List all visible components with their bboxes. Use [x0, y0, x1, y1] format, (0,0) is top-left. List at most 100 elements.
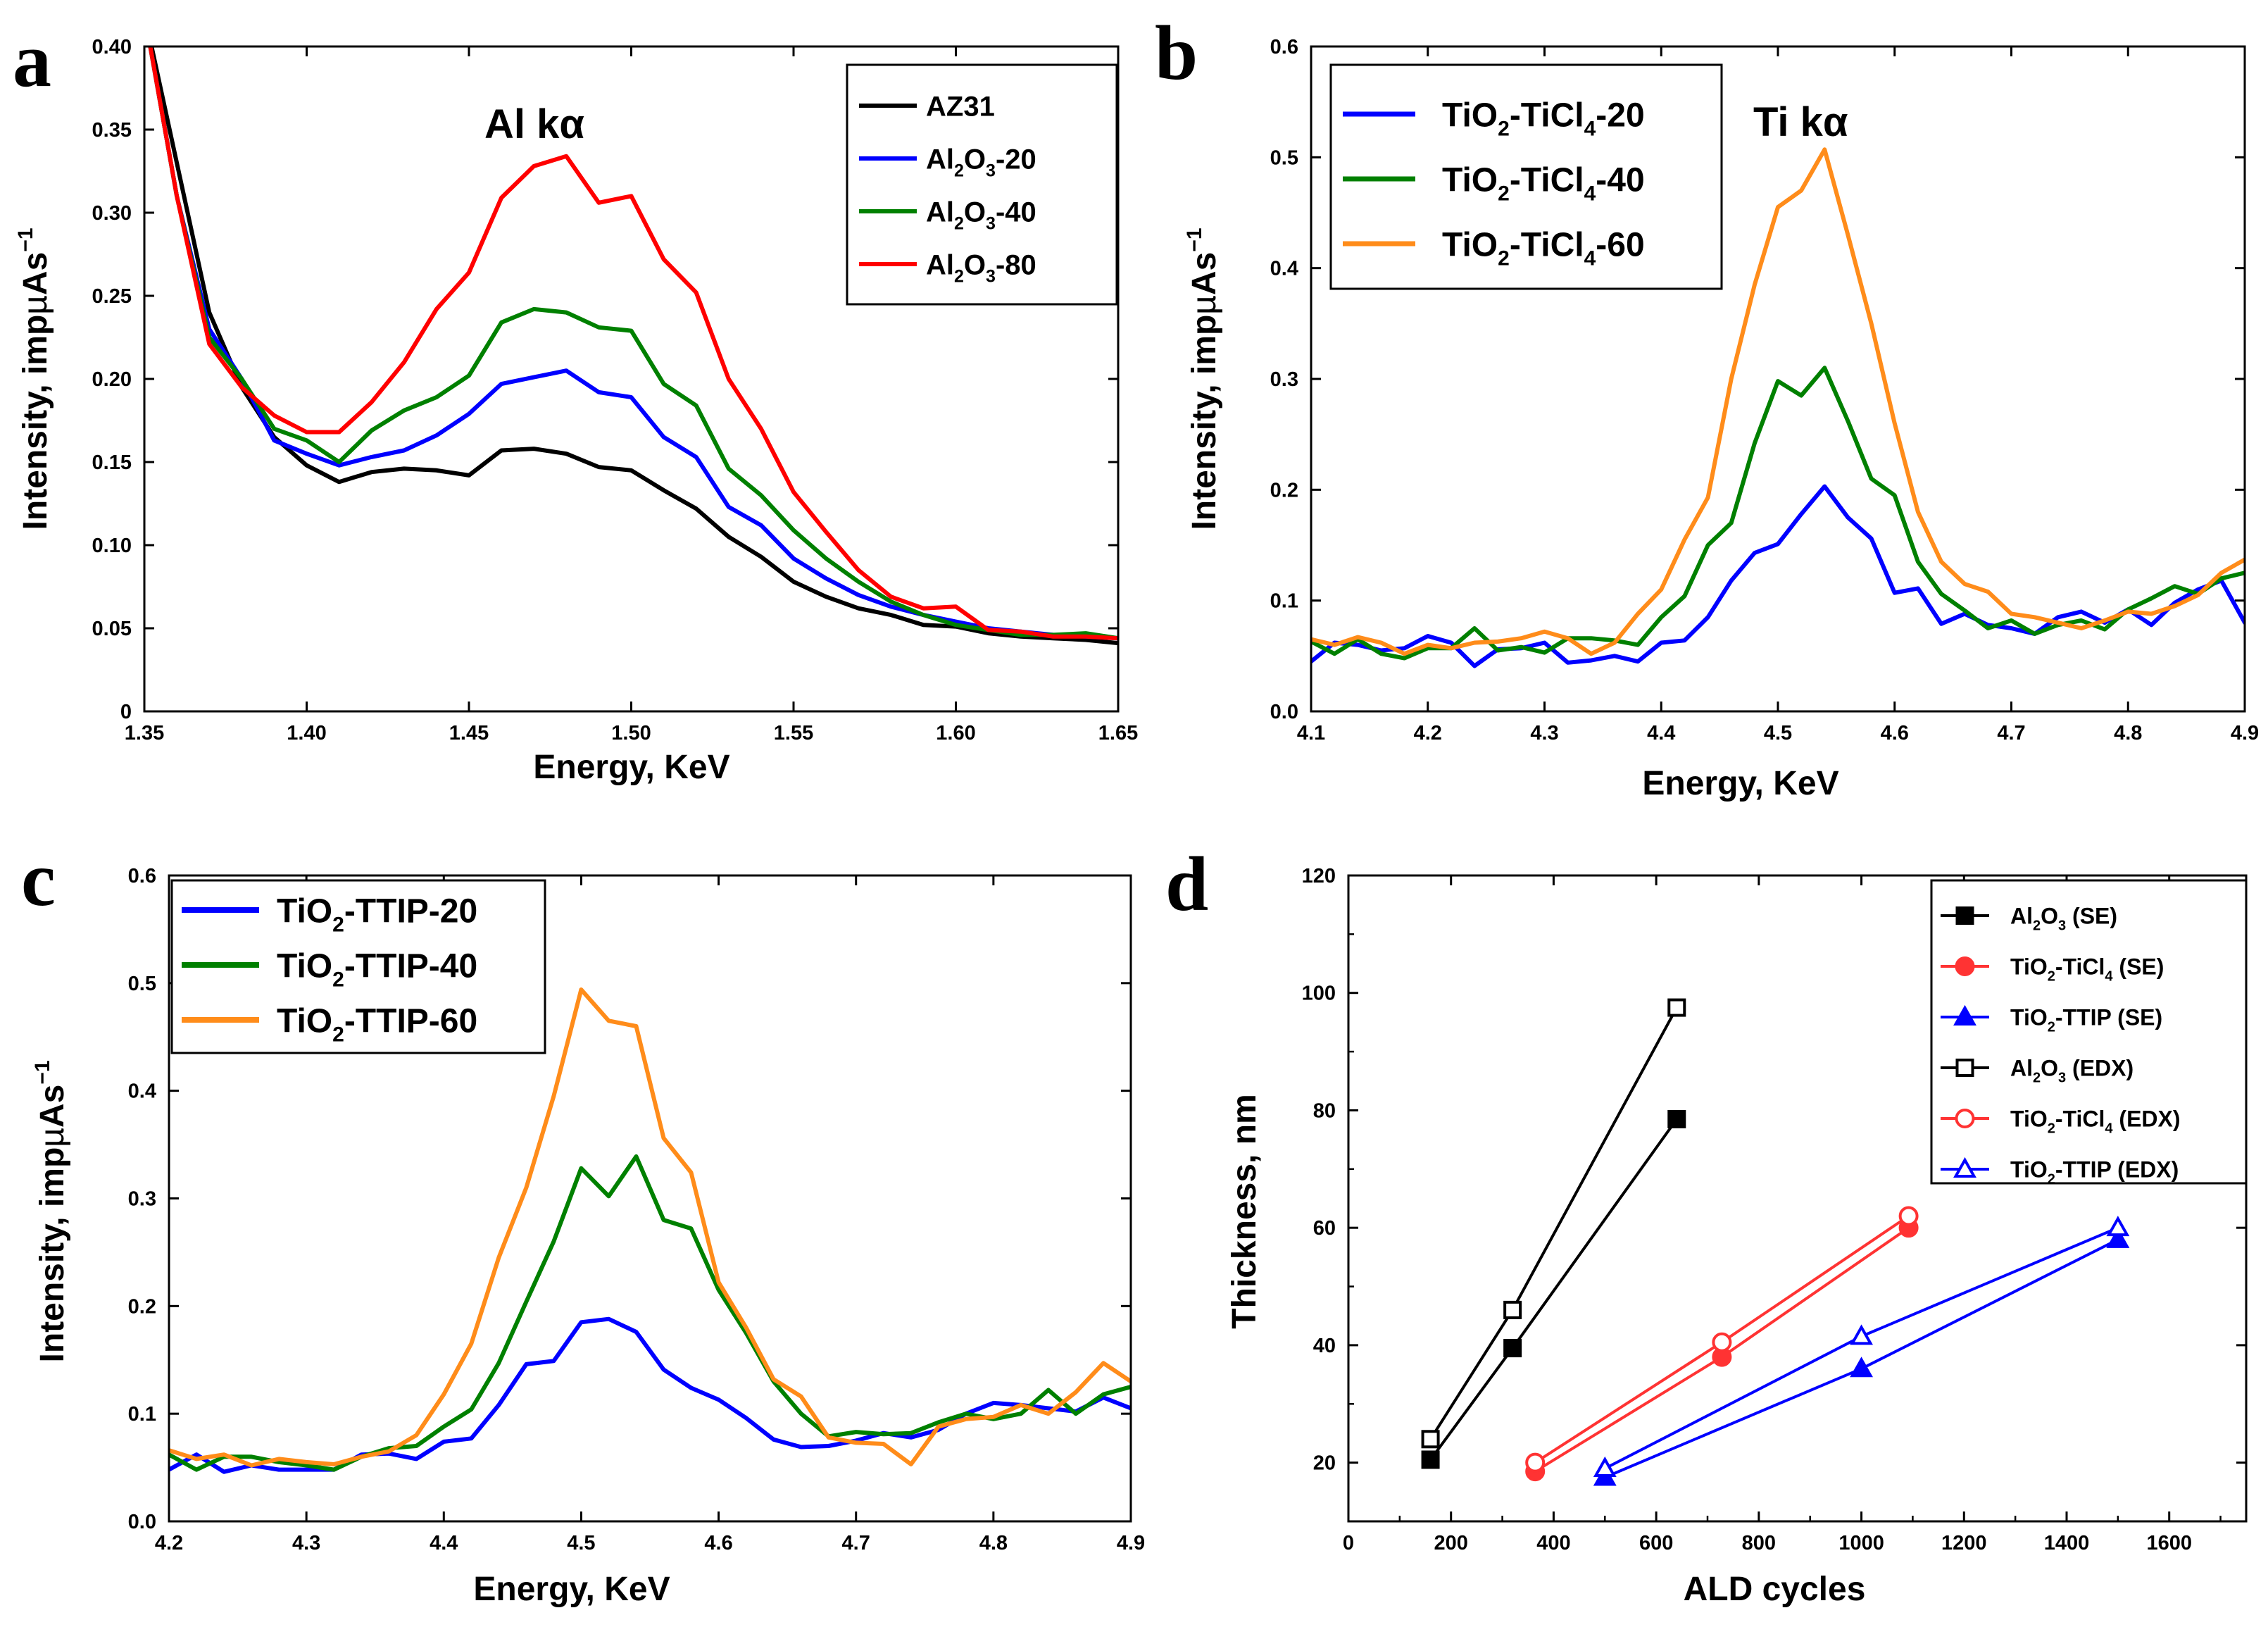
legend-label: Al2O3-20 — [926, 144, 1036, 180]
legend-text-part: -80 — [996, 249, 1036, 280]
data-point-TiO2-TiCl4 (EDX) — [1712, 1332, 1732, 1352]
x-tick-label: 0 — [1343, 1532, 1354, 1554]
legend-text-part: O — [964, 144, 986, 175]
subscript: 4 — [2105, 969, 2113, 985]
subscript: 4 — [1584, 182, 1596, 205]
x-tick-label: 4.6 — [1881, 722, 1909, 744]
y-tick-label: 0.4 — [1270, 258, 1298, 280]
legend-label: TiO2-TiCl4-20 — [1442, 96, 1645, 140]
series-line-TiO2-TiCl4-20 — [1311, 484, 2245, 668]
y-tick-label: 0.2 — [128, 1295, 156, 1318]
legend-text-part: TiO — [2010, 1107, 2048, 1132]
x-tick-label: 1.60 — [936, 722, 975, 744]
legend-marker — [1955, 1059, 1974, 1077]
y-label-superscript: −1 — [31, 1060, 54, 1084]
y-tick-label: 0.1 — [128, 1403, 156, 1426]
subscript: 2 — [332, 968, 344, 991]
y-axis-label: Thickness, nm — [1226, 1094, 1263, 1328]
y-label-superscript: −1 — [14, 227, 37, 251]
legend-text-part: -60 — [1596, 226, 1644, 263]
legend-text-part: -TTIP (EDX) — [2055, 1157, 2179, 1183]
legend-text-part: TiO — [277, 1002, 332, 1040]
x-tick-label: 4.4 — [430, 1532, 458, 1554]
legend-text-part: -TiCl — [1510, 161, 1584, 199]
y-tick-label: 0.15 — [92, 451, 132, 474]
legend-marker — [1955, 956, 1975, 976]
subscript: 2 — [332, 1023, 344, 1046]
y-tick-label: 0.2 — [1270, 479, 1298, 501]
legend-text-part: -40 — [1596, 161, 1644, 199]
x-axis-label: Energy, KeV — [1642, 765, 1838, 802]
legend-marker — [1953, 1004, 1976, 1026]
x-tick-label: 4.8 — [2114, 722, 2142, 744]
panel-label: c — [21, 836, 56, 922]
plot-frame — [1347, 874, 2248, 1523]
x-axis-label: Energy, KeV — [473, 1571, 670, 1608]
legend-text-part: -TTIP-60 — [344, 1002, 477, 1040]
y-tick-label: 0.05 — [92, 618, 132, 640]
x-tick-label: 1.35 — [125, 722, 164, 744]
data-point-Al2O3 (SE) — [1667, 1109, 1686, 1128]
plot-area — [1311, 147, 2245, 668]
data-point-TiO2-TTIP (EDX) — [2106, 1216, 2130, 1237]
x-tick-label: 4.2 — [1414, 722, 1442, 744]
data-point-Al2O3 (EDX) — [1421, 1430, 1440, 1449]
legend-text-part: -TTIP (SE) — [2055, 1005, 2162, 1030]
plot-area — [148, 46, 1118, 646]
legend-text-part: TiO — [277, 892, 332, 930]
y-label-main: Intensity, imp — [34, 1147, 71, 1363]
y-tick-label: 0.20 — [92, 368, 132, 391]
legend-text-part: Al — [926, 144, 954, 175]
series-line-TiO2-TTIP-20 — [169, 1316, 1131, 1474]
plot-area — [169, 987, 1131, 1474]
y-tick-label: 0.35 — [92, 119, 132, 142]
legend-label: AZ31 — [926, 91, 995, 122]
subscript: 2 — [2048, 1020, 2055, 1035]
subscript: 4 — [1584, 247, 1596, 270]
y-tick-label: 40 — [1313, 1335, 1336, 1357]
plot-frame — [168, 874, 1132, 1523]
legend-text-part: (EDX) — [2066, 1056, 2134, 1081]
x-tick-label: 1600 — [2146, 1532, 2192, 1554]
x-tick-label: 4.1 — [1297, 722, 1325, 744]
x-tick-label: 4.7 — [1997, 722, 2025, 744]
legend-text-part: Al — [926, 249, 954, 280]
subscript: 2 — [2048, 1121, 2055, 1137]
subscript: 3 — [986, 161, 996, 180]
data-point-Al2O3 (EDX) — [1667, 998, 1686, 1017]
x-tick-label: 800 — [1742, 1532, 1776, 1554]
y-axis-label: Intensity, impµAs−1 — [31, 1060, 71, 1362]
x-tick-label: 4.4 — [1647, 722, 1675, 744]
y-tick-label: 0.4 — [128, 1080, 156, 1103]
legend-text-part: -TiCl — [2055, 954, 2105, 980]
data-point-TiO2-TTIP (EDX) — [1850, 1324, 1873, 1345]
panel-c: c 4.2 4.3 4.4 4.5 4.6 4.7 4.8 4.9 0.0 0.1 0.2 0.3 0.4… — [21, 836, 1145, 1608]
x-tick-label: 4.6 — [704, 1532, 732, 1554]
series-line-TiO2-TiCl4-40 — [1311, 366, 2245, 661]
legend-d: Al2O3 (SE)TiO2-TiCl4 (SE)TiO2-TTIP (SE)A… — [1930, 879, 2248, 1187]
legend-text-part: TiO — [1442, 226, 1498, 263]
x-axis-label: ALD cycles — [1684, 1571, 1866, 1608]
legend-marker — [1955, 906, 1974, 925]
y-tick-label: 0.6 — [1270, 36, 1298, 58]
series-line-TiO2-TTIP (EDX) — [1603, 1226, 2119, 1470]
subscript: 3 — [2058, 918, 2066, 934]
legend-label: TiO2-TTIP-20 — [277, 892, 477, 936]
legend-text-part: TiO — [2010, 1005, 2048, 1030]
subscript: 4 — [2105, 1121, 2113, 1137]
y-label-mu: µ — [17, 295, 54, 315]
y-tick-label: 0.3 — [128, 1188, 156, 1211]
legend-text-part: -TiCl — [1510, 96, 1584, 134]
y-tick-label: 0.40 — [92, 36, 132, 58]
series-line-Al2O3 (EDX) — [1429, 1006, 1679, 1441]
x-tick-label: 4.5 — [567, 1532, 595, 1554]
data-point-TiO2-TTIP (SE) — [2106, 1227, 2130, 1248]
y-tick-label: 0.30 — [92, 202, 132, 225]
x-tick-label: 4.5 — [1764, 722, 1792, 744]
subscript: 2 — [2048, 1172, 2055, 1187]
legend-label: Al2O3-80 — [926, 249, 1036, 286]
x-tick-label: 200 — [1434, 1532, 1468, 1554]
legend-label: TiO2-TTIP (EDX) — [2010, 1157, 2179, 1187]
